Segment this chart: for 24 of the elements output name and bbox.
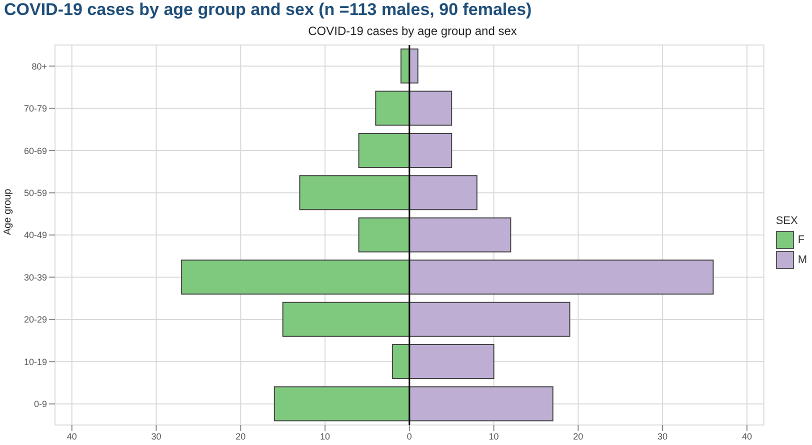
y-tick-label: 20-29: [24, 314, 47, 325]
y-tick-label: 40-49: [24, 230, 47, 240]
legend-title: SEX: [776, 214, 799, 226]
x-tick-label: 40: [742, 431, 752, 442]
x-tick-label: 30: [658, 431, 668, 442]
x-tick-label: 30: [151, 431, 162, 442]
chart-subtitle: COVID-19 cases by age group and sex: [307, 24, 518, 38]
y-tick-label: 50-59: [24, 188, 47, 198]
chart-title: COVID-19 cases by age group and sex (n =113 males, 90 females): [4, 0, 532, 20]
y-tick-label: 10-19: [24, 356, 47, 367]
legend-label: M: [798, 254, 807, 266]
x-tick-label: 20: [236, 431, 246, 442]
y-tick-label: 30-39: [24, 272, 47, 282]
x-tick-label: 40: [66, 431, 77, 442]
y-axis-title: Age group: [2, 188, 14, 235]
x-tick-label: 20: [573, 431, 584, 442]
legend-label: F: [798, 234, 805, 246]
y-tick-label: 0-9: [34, 399, 47, 410]
y-tick-label: 60-69: [24, 146, 47, 156]
x-tick-label: 10: [488, 431, 499, 442]
x-tick-label: 0: [406, 431, 412, 442]
y-tick-label: 70-79: [24, 104, 47, 114]
x-tick-label: 10: [320, 431, 330, 442]
y-tick-label: 80+: [32, 61, 47, 72]
